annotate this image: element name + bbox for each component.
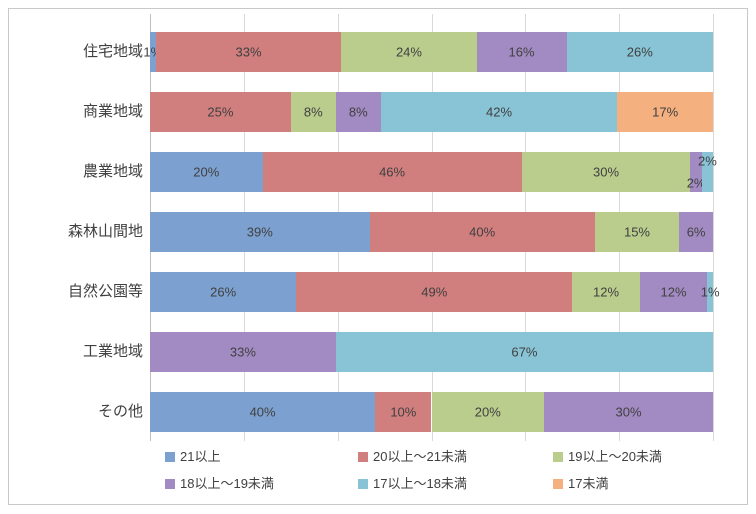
bar-segment: 30% <box>544 392 713 432</box>
legend-item: 20以上～21未満 <box>358 449 467 465</box>
data-label: 16% <box>508 44 535 60</box>
category-label: 工業地域 <box>82 343 143 360</box>
category-label: 自然公園等 <box>67 283 143 300</box>
bar-segment: 40% <box>369 212 595 252</box>
bar-segment: 2% <box>698 152 717 192</box>
data-label: 42% <box>486 104 513 120</box>
bar-segment: 8% <box>290 92 336 132</box>
data-label: 20% <box>193 164 220 180</box>
bar-segment: 6% <box>679 212 713 252</box>
bar-segment: 8% <box>335 92 381 132</box>
data-label: 30% <box>593 164 620 180</box>
bar-row: 39% 40% 15% 6% <box>150 212 713 252</box>
bar-segment: 33% <box>155 32 342 72</box>
data-label: 15% <box>623 224 650 240</box>
data-label: 39% <box>246 224 273 240</box>
gridline <box>713 14 714 441</box>
legend-item: 19以上～20未満 <box>553 449 662 465</box>
legend-swatch <box>165 452 175 462</box>
data-label: 6% <box>686 224 706 240</box>
bar-row: 33% 67% <box>150 332 713 372</box>
bar-row: 20% 46% 30% 2% 2% <box>150 152 717 192</box>
category-label: 農業地域 <box>82 163 143 180</box>
data-label: 33% <box>229 344 256 360</box>
data-label: 20% <box>474 404 501 420</box>
bar-segment: 10% <box>375 392 432 432</box>
legend-item: 17以上～18未満 <box>358 476 467 492</box>
legend-swatch <box>553 479 563 489</box>
bar-segment: 12% <box>572 272 640 312</box>
legend-item: 21以上 <box>165 449 220 465</box>
data-label: 25% <box>207 104 234 120</box>
bar-row: 1% 33% 24% 16% 26% <box>143 32 713 72</box>
data-label: 30% <box>615 404 642 420</box>
data-label: 24% <box>395 44 422 60</box>
bar-segment: 20% <box>150 152 263 192</box>
bar-segment: 26% <box>150 272 297 312</box>
legend-label: 17未満 <box>568 476 609 491</box>
legend-swatch <box>358 452 368 462</box>
bar-segment: 1% <box>701 272 720 312</box>
data-label: 1% <box>700 284 720 300</box>
data-label: 2% <box>697 153 717 169</box>
legend-swatch <box>358 479 368 489</box>
bar-segment: 46% <box>262 152 522 192</box>
data-label: 26% <box>626 44 653 60</box>
bar-segment: 16% <box>476 32 567 72</box>
legend-label: 18以上～19未満 <box>180 476 274 491</box>
data-label: 33% <box>235 44 262 60</box>
bar-row: 40% 10% 20% 30% <box>150 392 713 432</box>
bar-segment: 42% <box>380 92 618 132</box>
legend-item: 17未満 <box>553 476 608 492</box>
data-label: 2% <box>686 175 706 191</box>
data-label: 8% <box>348 104 368 120</box>
bar-segment: 67% <box>335 332 713 372</box>
data-label: 26% <box>210 284 237 300</box>
data-label: 46% <box>379 164 406 180</box>
bar-segment: 20% <box>431 392 545 432</box>
bar-segment: 15% <box>594 212 680 252</box>
data-label: 12% <box>660 284 687 300</box>
bar-segment: 40% <box>150 392 376 432</box>
bar-segment: 25% <box>150 92 291 132</box>
bar-segment: 30% <box>521 152 691 192</box>
data-label: 67% <box>511 344 538 360</box>
data-label: 40% <box>469 224 496 240</box>
bar-row: 26% 49% 12% 12% 1% <box>150 272 720 312</box>
category-label: 住宅地域 <box>82 43 143 60</box>
legend-label: 20以上～21未満 <box>373 449 467 464</box>
bar-segment: 26% <box>566 32 713 72</box>
bar-segment: 49% <box>296 272 573 312</box>
legend-swatch <box>165 479 175 489</box>
category-label: その他 <box>97 403 143 420</box>
bar-segment: 39% <box>150 212 370 252</box>
data-label: 17% <box>652 104 679 120</box>
legend-label: 21以上 <box>180 449 221 464</box>
data-label: 10% <box>390 404 417 420</box>
bar-segment: 24% <box>341 32 477 72</box>
plot-area: 1% 33% 24% 16% 26% 25% 8% 8% 42% 17% 20% 46% 30% 2% 2%… <box>143 14 720 441</box>
bar-row: 25% 8% 8% 42% 17% <box>150 92 713 132</box>
bar-segment: 17% <box>617 92 713 132</box>
legend-label: 17以上～18未満 <box>373 476 467 491</box>
data-label: 49% <box>421 284 448 300</box>
bar-segment: 12% <box>639 272 708 312</box>
legend-swatch <box>553 452 563 462</box>
legend-label: 19以上～20未満 <box>568 449 662 464</box>
data-label: 8% <box>303 104 323 120</box>
bar-segment: 2% <box>687 152 705 192</box>
legend-item: 18以上～19未満 <box>165 476 274 492</box>
data-label: 40% <box>249 404 276 420</box>
data-label: 12% <box>593 284 620 300</box>
bar-segment: 33% <box>150 332 336 372</box>
category-label: 商業地域 <box>82 103 143 120</box>
category-label: 森林山間地 <box>67 223 143 240</box>
